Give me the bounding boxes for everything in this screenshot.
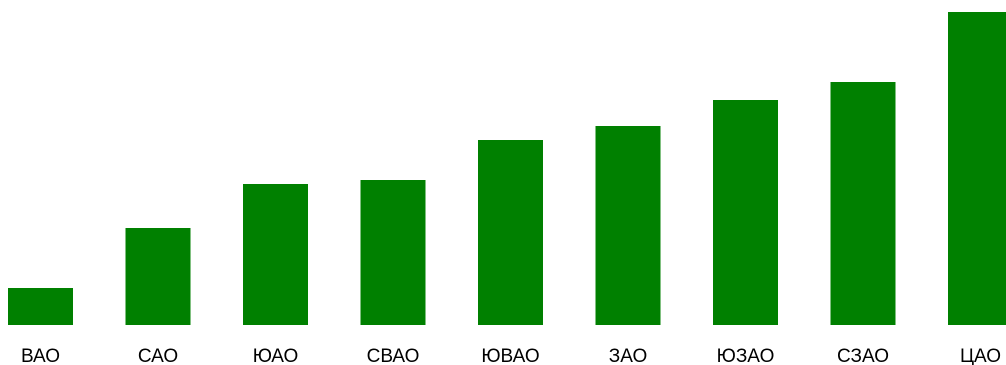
bar-2 xyxy=(125,228,191,325)
bar-8 xyxy=(830,82,896,325)
x-tick-label: САО xyxy=(138,346,178,365)
bar-5 xyxy=(478,140,543,325)
x-tick-label: СЗАО xyxy=(837,346,889,365)
bar-3 xyxy=(243,184,308,325)
bars-group xyxy=(8,12,1006,325)
x-tick-label: ЮВАО xyxy=(481,346,539,365)
x-tick-label: СВАО xyxy=(367,346,420,365)
x-tick-label: ЦАО xyxy=(960,346,1001,365)
x-tick-label: ЗАО xyxy=(609,346,648,365)
x-tick-label: ЮЗАО xyxy=(717,346,775,365)
bar-1 xyxy=(8,288,73,325)
x-tick-label: ЮАО xyxy=(253,346,299,365)
bar-4 xyxy=(360,180,426,325)
bar-6 xyxy=(595,126,661,325)
x-tick-label: ВАО xyxy=(21,346,60,365)
bar-9 xyxy=(948,12,1006,325)
bar-7 xyxy=(713,100,778,325)
category-labels-group: ВАО САО ЮАО СВАО ЮВАО ЗАО ЮЗАО СЗАО ЦАО xyxy=(21,346,1001,365)
